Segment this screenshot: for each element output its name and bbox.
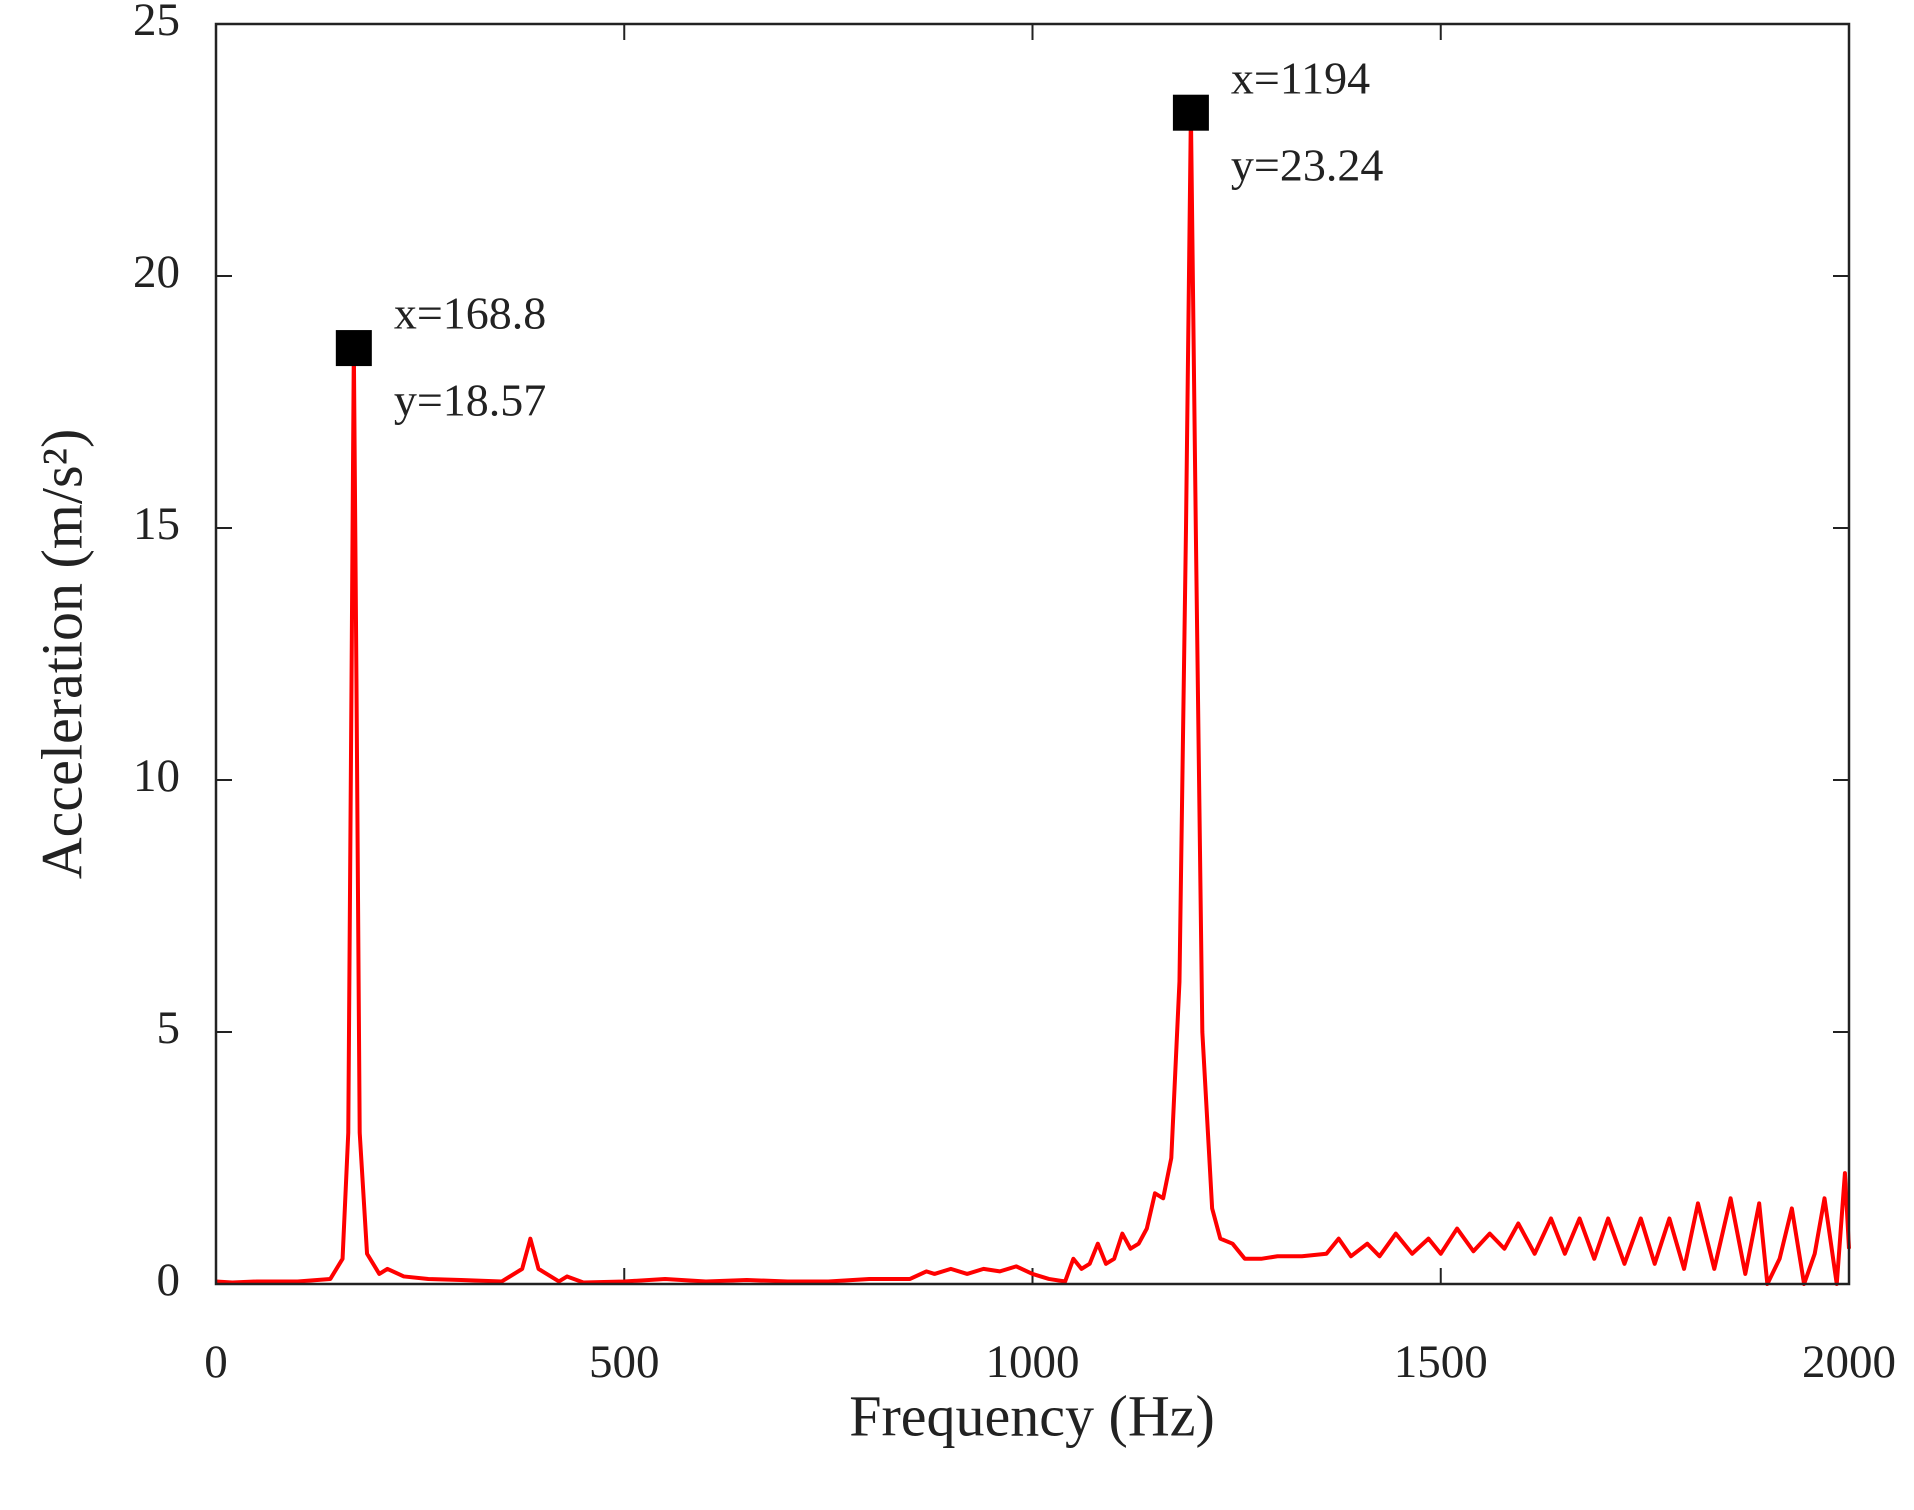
y-axis-label: Acceleration (m/s²) xyxy=(29,429,94,880)
y-tick-label: 0 xyxy=(157,1254,181,1306)
data-tip-marker xyxy=(335,330,372,367)
x-tick-label: 1000 xyxy=(986,1336,1080,1388)
x-tick-label: 500 xyxy=(589,1336,660,1388)
data-tip-x: x=1194 xyxy=(1231,52,1370,103)
y-tick-label: 15 xyxy=(133,498,180,550)
data-tip-marker xyxy=(1172,94,1209,131)
x-tick-label: 1500 xyxy=(1394,1336,1488,1388)
plot-frame xyxy=(214,22,1851,1286)
data-tip-y: y=18.57 xyxy=(394,375,546,426)
y-tick-label: 25 xyxy=(133,0,180,46)
data-tip-y: y=23.24 xyxy=(1231,139,1383,190)
y-tick-label: 10 xyxy=(133,750,180,802)
x-tick-label: 2000 xyxy=(1802,1336,1896,1388)
x-axis-label: Frequency (Hz) xyxy=(849,1383,1215,1448)
y-tick-label: 20 xyxy=(133,246,180,298)
data-tip-x: x=168.8 xyxy=(394,288,546,339)
x-tick-label: 0 xyxy=(204,1336,228,1388)
series-line xyxy=(215,110,1851,1286)
y-tick-label: 5 xyxy=(157,1002,181,1054)
